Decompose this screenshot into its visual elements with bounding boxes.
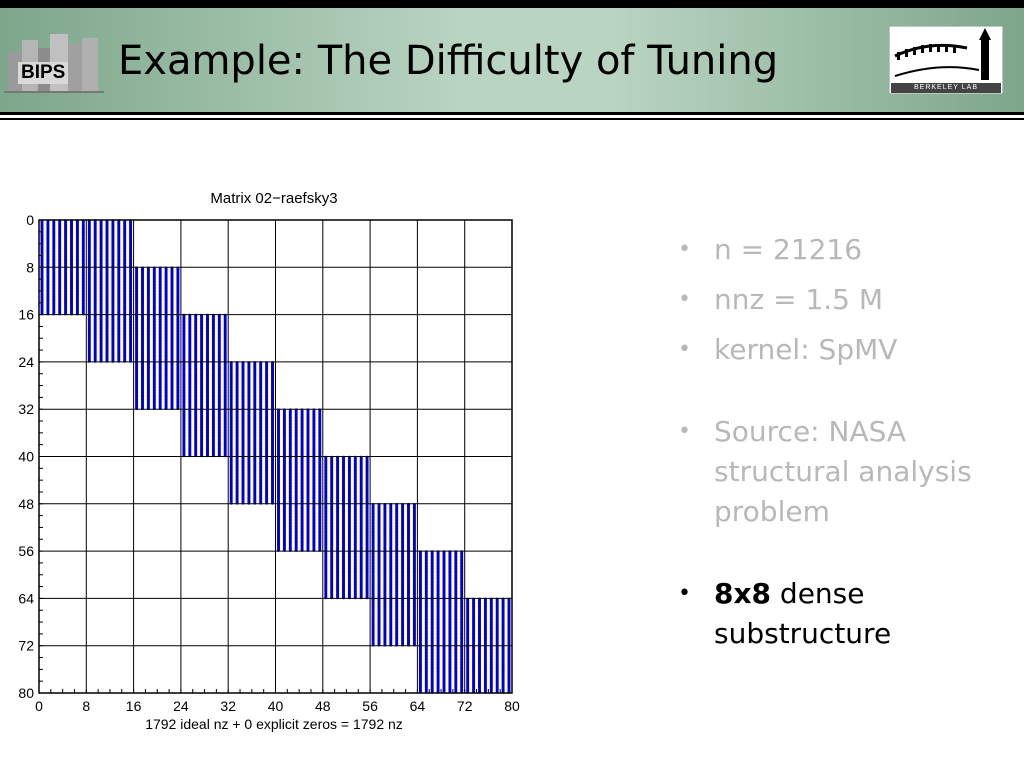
dense-block	[87, 219, 133, 269]
berkeley-lab-logo	[889, 26, 1003, 94]
dense-block	[40, 219, 85, 269]
berkeley-lab-logo-text: BERKELEY LAB	[891, 83, 1001, 93]
bips-logo-text: BIPS	[18, 62, 69, 84]
slide-title: Example: The Difficulty of Tuning	[118, 38, 779, 84]
dense-block	[87, 266, 133, 316]
header-divider-secondary	[0, 118, 1024, 120]
slide-header	[0, 0, 1024, 112]
dense-block	[40, 266, 85, 316]
dense-block	[135, 266, 180, 316]
chart-title: Matrix 02−raefsky3	[210, 190, 338, 207]
header-divider	[0, 112, 1024, 115]
